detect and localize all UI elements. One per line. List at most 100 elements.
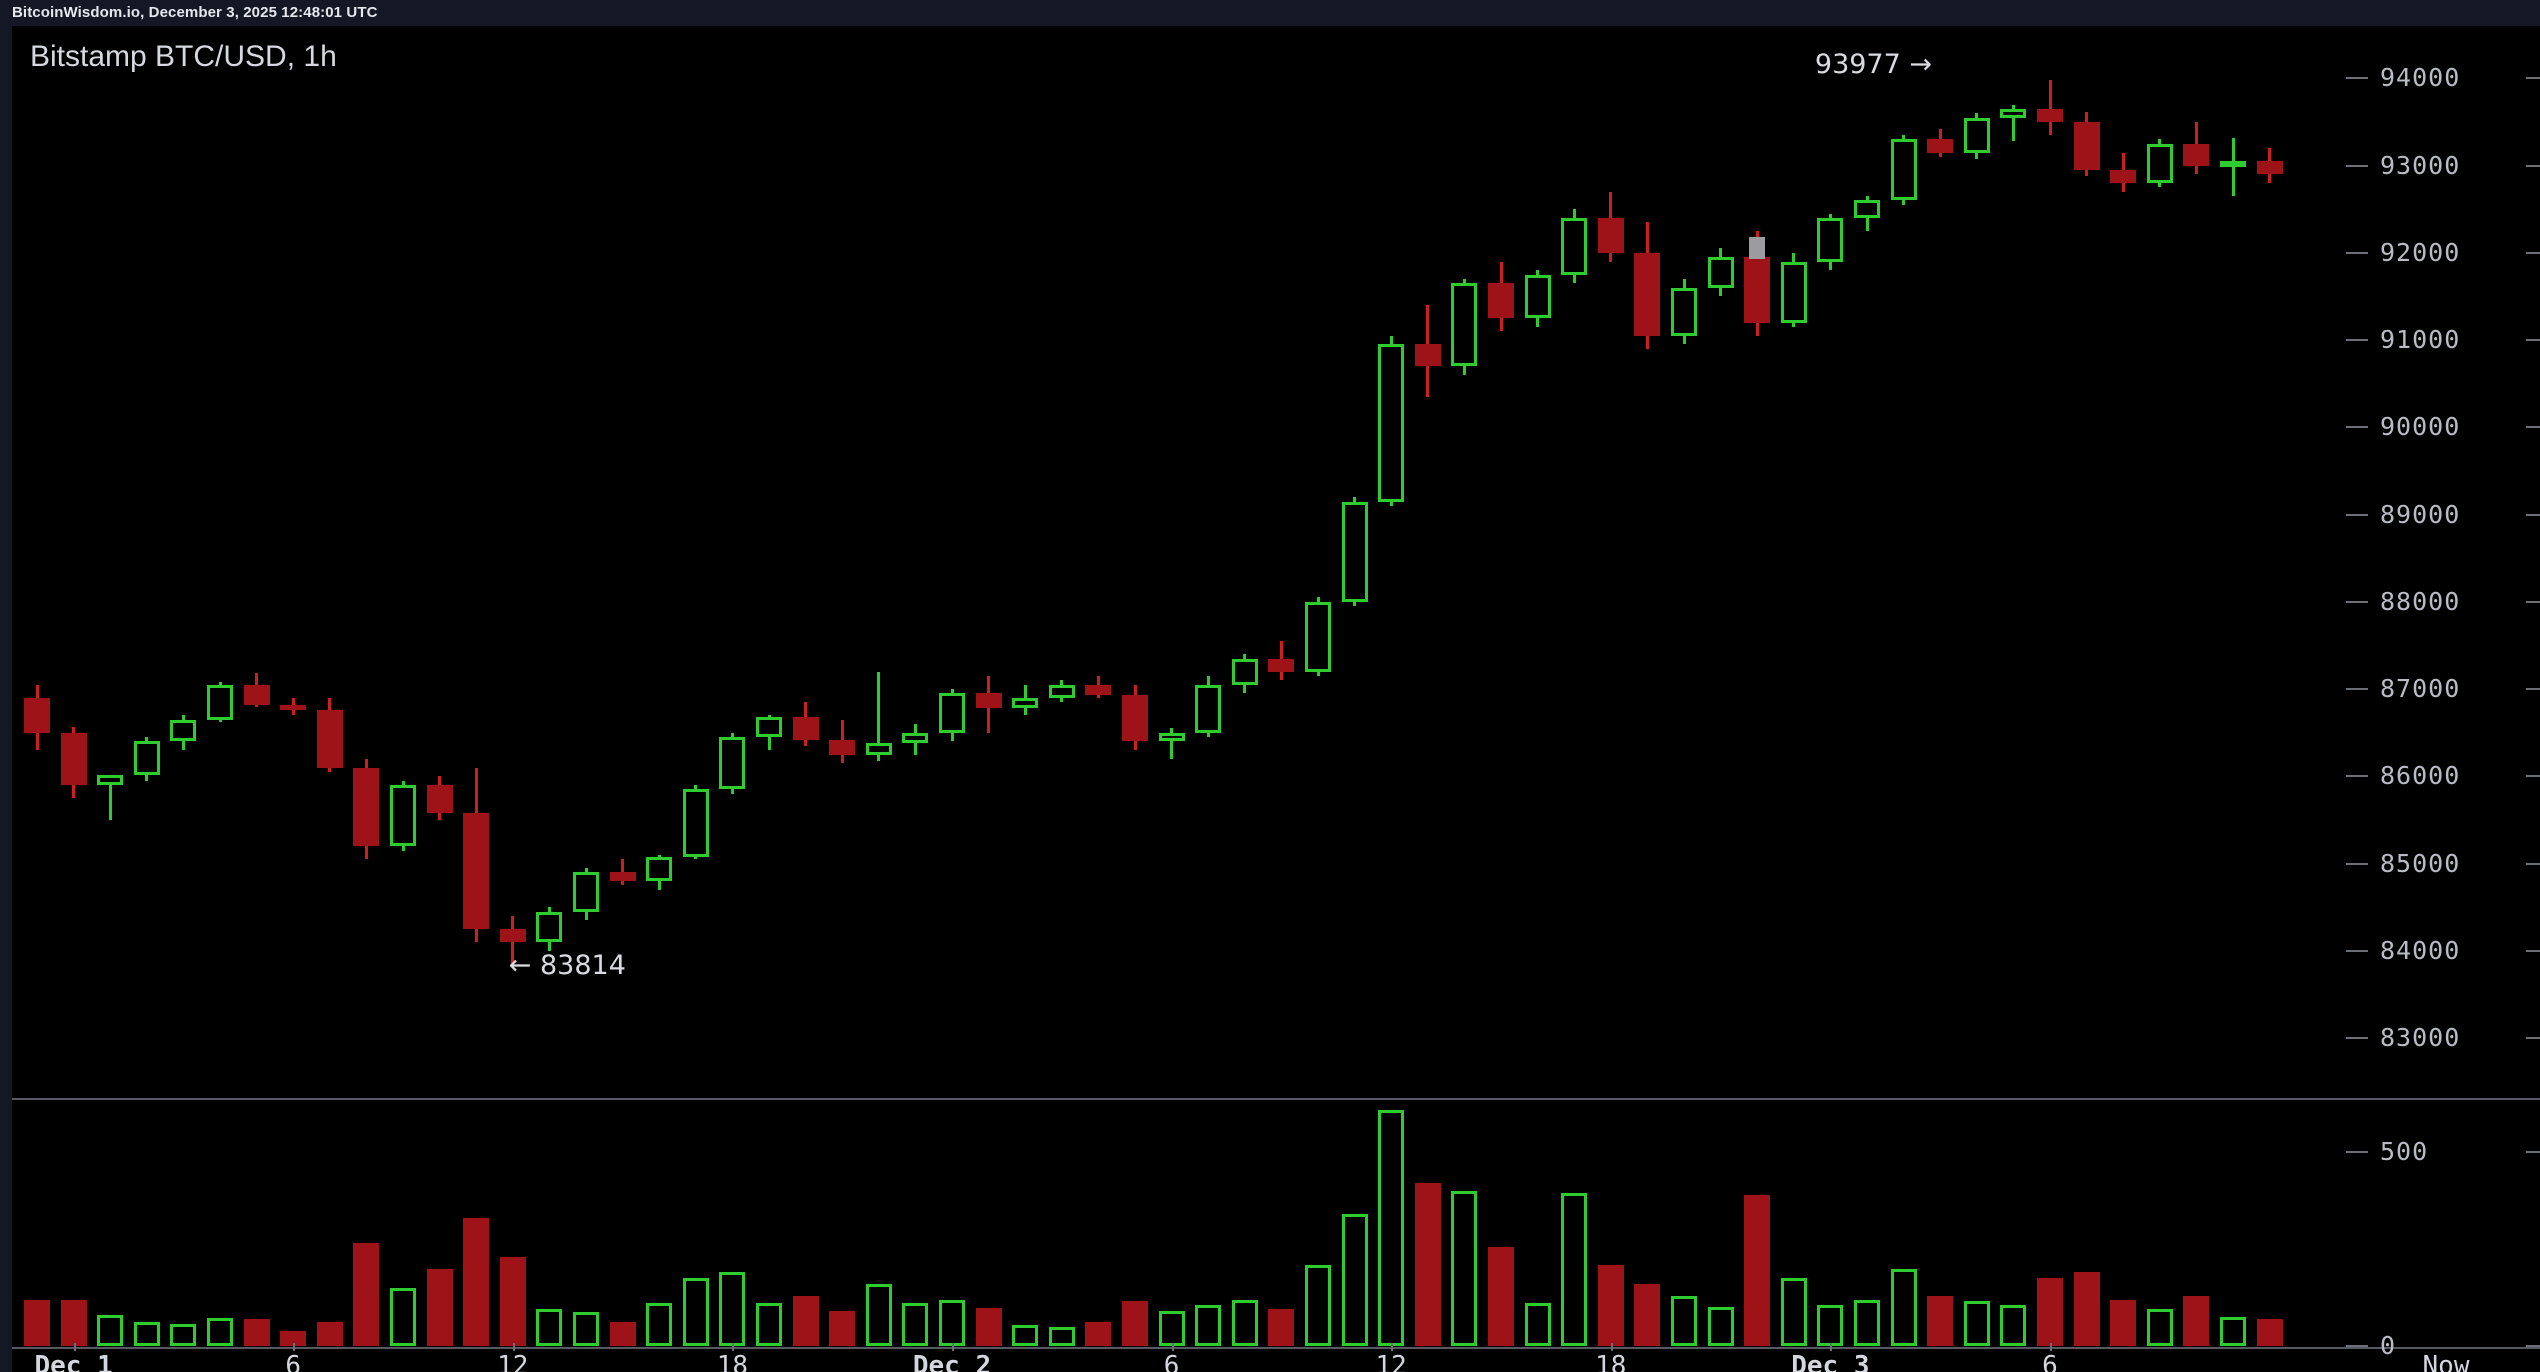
volume-bar[interactable] bbox=[280, 1330, 307, 1346]
volume-bar[interactable] bbox=[426, 1268, 453, 1346]
candlestick[interactable] bbox=[975, 676, 1002, 733]
candlestick[interactable] bbox=[1195, 676, 1222, 738]
volume-bar[interactable] bbox=[1927, 1295, 1954, 1346]
candlestick[interactable] bbox=[682, 785, 709, 860]
volume-bar[interactable] bbox=[1597, 1264, 1624, 1346]
volume-bar[interactable] bbox=[1268, 1309, 1295, 1346]
volume-bar[interactable] bbox=[97, 1315, 124, 1346]
volume-bar[interactable] bbox=[1890, 1268, 1917, 1346]
candlestick[interactable] bbox=[499, 915, 526, 968]
candlestick[interactable] bbox=[646, 854, 673, 890]
volume-bar[interactable] bbox=[2110, 1299, 2137, 1346]
volume-bar[interactable] bbox=[170, 1323, 197, 1346]
volume-bar[interactable] bbox=[573, 1311, 599, 1346]
volume-bar[interactable] bbox=[1671, 1295, 1697, 1346]
candlestick[interactable] bbox=[1451, 279, 1478, 375]
volume-bar[interactable] bbox=[1744, 1195, 1771, 1346]
volume-bar[interactable] bbox=[1488, 1247, 1514, 1346]
candlestick[interactable] bbox=[390, 780, 416, 851]
volume-bar[interactable] bbox=[1085, 1322, 1112, 1346]
candlestick[interactable] bbox=[1707, 248, 1734, 297]
volume-bar[interactable] bbox=[1012, 1324, 1039, 1346]
candlestick[interactable] bbox=[1963, 113, 1990, 159]
volume-bar[interactable] bbox=[2220, 1316, 2246, 1346]
volume-bar[interactable] bbox=[1305, 1264, 1331, 1346]
price-axis[interactable]: 94000 93000 92000 91000 90000 89000 88000 87000… bbox=[2340, 26, 2540, 1372]
candlestick[interactable] bbox=[609, 859, 636, 886]
candlestick[interactable] bbox=[1414, 305, 1441, 397]
candlestick[interactable] bbox=[829, 719, 856, 764]
candlestick[interactable] bbox=[1268, 641, 1295, 681]
candlestick[interactable] bbox=[243, 673, 270, 707]
volume-bar[interactable] bbox=[133, 1322, 160, 1346]
volume-bar[interactable] bbox=[1158, 1311, 1185, 1346]
candlestick[interactable] bbox=[1085, 676, 1112, 698]
price-pane[interactable]: 93977 → ← 83814 bbox=[12, 26, 2340, 1073]
volume-bar[interactable] bbox=[1524, 1303, 1551, 1346]
candlestick[interactable] bbox=[426, 776, 453, 820]
volume-bar[interactable] bbox=[499, 1256, 526, 1346]
candlestick[interactable] bbox=[207, 682, 233, 723]
volume-bar[interactable] bbox=[24, 1300, 50, 1346]
volume-bar[interactable] bbox=[646, 1303, 673, 1346]
volume-bar[interactable] bbox=[2183, 1295, 2210, 1346]
volume-bar[interactable] bbox=[353, 1243, 380, 1346]
candlestick[interactable] bbox=[2073, 111, 2100, 177]
volume-bar[interactable] bbox=[316, 1322, 343, 1346]
volume-bar[interactable] bbox=[1231, 1299, 1258, 1346]
volume-bar[interactable] bbox=[2000, 1305, 2027, 1346]
candlestick[interactable] bbox=[1597, 191, 1624, 262]
volume-bar[interactable] bbox=[1341, 1214, 1368, 1346]
candlestick[interactable] bbox=[1817, 213, 1844, 271]
candlestick[interactable] bbox=[1122, 684, 1148, 751]
candlestick[interactable] bbox=[1927, 128, 1954, 157]
candlestick[interactable] bbox=[1341, 497, 1368, 607]
candlestick[interactable] bbox=[1524, 270, 1551, 327]
candlestick[interactable] bbox=[865, 671, 892, 761]
volume-bar[interactable] bbox=[2146, 1309, 2173, 1346]
candlestick[interactable] bbox=[60, 727, 87, 799]
candlestick[interactable] bbox=[573, 867, 599, 921]
volume-bar[interactable] bbox=[2256, 1318, 2283, 1346]
volume-bar[interactable] bbox=[1707, 1307, 1734, 1346]
candlestick[interactable] bbox=[792, 702, 819, 746]
volume-bar[interactable] bbox=[756, 1302, 782, 1346]
candlestick[interactable] bbox=[1048, 680, 1075, 703]
candlestick[interactable] bbox=[316, 697, 343, 772]
volume-bar[interactable] bbox=[1378, 1109, 1405, 1346]
candlestick[interactable] bbox=[939, 689, 965, 742]
volume-bar[interactable] bbox=[1854, 1299, 1880, 1346]
volume-bar[interactable] bbox=[60, 1299, 87, 1346]
candlestick[interactable] bbox=[902, 724, 929, 755]
volume-bar[interactable] bbox=[1561, 1193, 1588, 1346]
candlestick[interactable] bbox=[719, 732, 746, 794]
candlestick[interactable] bbox=[1561, 209, 1588, 284]
chart-frame[interactable]: Bitstamp BTC/USD, 1h 93977 → ← 83814 9400… bbox=[12, 26, 2540, 1372]
volume-bar[interactable] bbox=[1780, 1278, 1807, 1346]
candlestick[interactable] bbox=[1378, 335, 1405, 506]
candlestick[interactable] bbox=[2110, 152, 2137, 192]
candlestick[interactable] bbox=[1634, 222, 1661, 349]
candlestick[interactable] bbox=[2183, 121, 2210, 175]
volume-bar[interactable] bbox=[1195, 1305, 1222, 1346]
volume-bar[interactable] bbox=[1414, 1183, 1441, 1346]
candlestick[interactable] bbox=[24, 684, 50, 751]
candlestick[interactable] bbox=[756, 715, 782, 751]
candlestick[interactable] bbox=[1744, 231, 1771, 336]
volume-bar[interactable] bbox=[463, 1218, 490, 1346]
candlestick[interactable] bbox=[133, 737, 160, 781]
candlestick[interactable] bbox=[2220, 137, 2246, 197]
volume-bar[interactable] bbox=[207, 1318, 233, 1346]
candlestick[interactable] bbox=[463, 767, 490, 943]
volume-bar[interactable] bbox=[1048, 1327, 1075, 1346]
volume-bar[interactable] bbox=[1122, 1301, 1148, 1346]
candlestick[interactable] bbox=[2000, 104, 2027, 142]
candlestick[interactable] bbox=[536, 907, 563, 951]
volume-bar[interactable] bbox=[719, 1272, 746, 1346]
candlestick[interactable] bbox=[1231, 654, 1258, 694]
candlestick[interactable] bbox=[1012, 684, 1039, 716]
volume-pane[interactable] bbox=[12, 1106, 2340, 1346]
candlestick[interactable] bbox=[1780, 252, 1807, 327]
volume-bar[interactable] bbox=[1817, 1305, 1844, 1346]
candlestick[interactable] bbox=[170, 715, 197, 751]
